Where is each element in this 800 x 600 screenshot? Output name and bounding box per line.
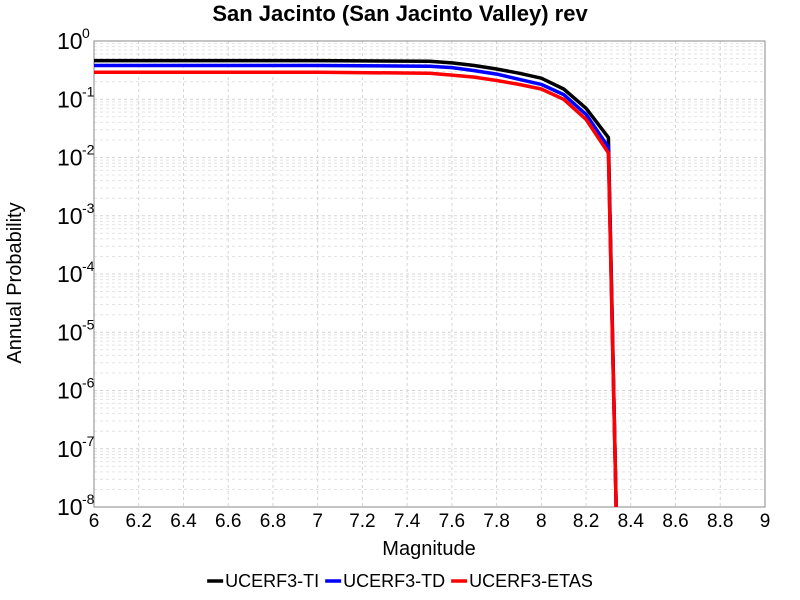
x-tick-label: 7.2 [349, 511, 375, 532]
y-tick-exponent: -8 [82, 491, 95, 507]
x-tick-label: 7.4 [394, 511, 421, 532]
y-tick-label: 10 [57, 145, 83, 171]
legend: UCERF3-TI UCERF3-TD UCERF3-ETAS [207, 571, 593, 591]
x-tick-label: 6.6 [215, 511, 241, 532]
series-line-ucerf3-td [94, 63, 618, 507]
x-tick-label: 7 [312, 511, 323, 532]
y-tick-label: 10 [57, 494, 83, 520]
series-line-ucerf3-etas [94, 70, 618, 507]
x-axis-label: Magnitude [382, 538, 475, 560]
x-tick-label: 8.8 [707, 511, 733, 532]
x-tick-label: 6.4 [170, 511, 197, 532]
legend-label: UCERF3-TD [343, 571, 445, 591]
y-tick-label: 10 [57, 28, 83, 54]
y-tick-exponent: -5 [82, 316, 95, 332]
y-tick-label: 10 [57, 436, 83, 462]
y-tick-exponent: -6 [82, 375, 95, 391]
x-tick-label: 7.6 [439, 511, 465, 532]
chart-title: San Jacinto (San Jacinto Valley) rev [212, 1, 588, 26]
x-tick-labels: 6 6.2 6.4 6.6 6.8 7 7.2 7.4 7.6 7.8 8 8.2 8.4 8.6 8.8 9 [89, 511, 771, 532]
x-tick-label: 9 [760, 511, 771, 532]
x-tick-label: 8 [536, 511, 547, 532]
series-lines [94, 58, 618, 507]
y-axis-label: Annual Probability [4, 202, 26, 363]
y-tick-label: 10 [57, 378, 83, 404]
legend-label: UCERF3-ETAS [469, 571, 593, 591]
y-tick-exponent: -3 [82, 200, 95, 216]
series-line-ucerf3-ti [94, 58, 618, 507]
y-tick-exponent: 0 [82, 25, 90, 41]
legend-label: UCERF3-TI [225, 571, 319, 591]
y-tick-label: 10 [57, 86, 83, 112]
y-tick-exponent: -1 [82, 83, 95, 99]
y-tick-exponent: -2 [82, 142, 95, 158]
y-tick-label: 10 [57, 203, 83, 229]
x-tick-label: 6.2 [126, 511, 152, 532]
y-tick-label: 10 [57, 261, 83, 287]
y-tick-exponent: -4 [82, 258, 95, 274]
y-tick-exponent: -7 [82, 433, 95, 449]
x-tick-label: 8.2 [573, 511, 599, 532]
x-tick-label: 8.4 [618, 511, 645, 532]
plot-frame [93, 40, 766, 508]
x-tick-label: 7.8 [483, 511, 509, 532]
x-tick-label: 8.6 [662, 511, 688, 532]
y-tick-label: 10 [57, 319, 83, 345]
x-tick-label: 6.8 [260, 511, 286, 532]
x-tick-label: 6 [89, 511, 100, 532]
